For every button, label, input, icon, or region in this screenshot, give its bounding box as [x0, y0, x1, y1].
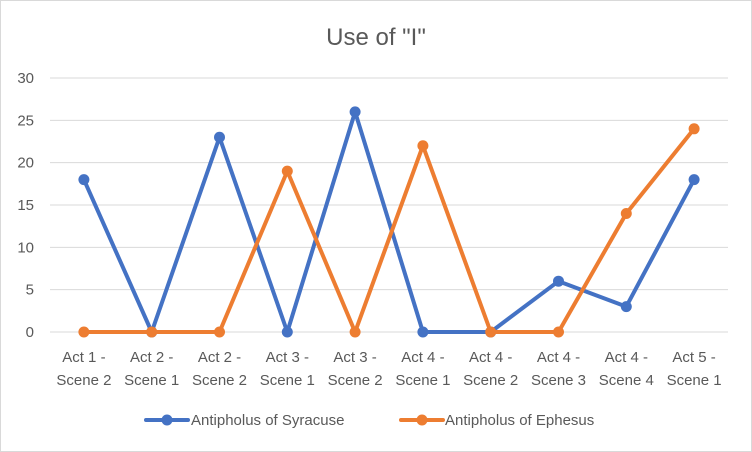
y-tick-label: 25 [17, 112, 34, 129]
data-point [281, 165, 293, 177]
legend-swatch-marker [161, 414, 173, 426]
x-axis-tick-labels: Act 1 -Scene 2 Act 2 -Scene 1 Act 2 -Scene… [56, 349, 721, 389]
y-axis-tick-labels: 0 5 10 15 20 25 30 [17, 70, 34, 341]
series-line [81, 126, 697, 334]
x-tick-label: Act 4 -Scene 2 [463, 349, 518, 389]
data-point [214, 326, 225, 338]
gridlines [50, 77, 728, 333]
data-point [620, 207, 632, 219]
y-tick-label: 15 [17, 197, 34, 214]
data-point [78, 174, 90, 186]
data-point [620, 301, 632, 313]
data-point [281, 326, 293, 338]
data-point [553, 275, 564, 287]
data-point [146, 326, 158, 338]
y-tick-label: 0 [26, 324, 34, 341]
x-tick-label: Act 4 -Scene 3 [531, 349, 586, 389]
legend: Antipholus of Syracuse Antipholus of Ephe… [144, 412, 594, 429]
data-point [78, 326, 90, 338]
series-lines [78, 106, 700, 338]
data-point [417, 326, 429, 338]
x-tick-label: Act 3 -Scene 2 [328, 349, 383, 389]
y-tick-label: 5 [26, 282, 34, 299]
x-tick-label: Act 5 -Scene 1 [667, 349, 722, 389]
y-tick-label: 20 [17, 155, 34, 172]
x-tick-label: Act 4 -Scene 1 [395, 349, 450, 389]
data-point [349, 106, 361, 118]
series-1 [78, 106, 700, 338]
legend-swatch-marker [416, 414, 428, 426]
series-line [81, 109, 697, 334]
data-point [553, 326, 564, 338]
legend-item: Antipholus of Syracuse [144, 412, 344, 429]
series-2 [78, 123, 700, 338]
data-point [214, 131, 225, 143]
x-tick-label: Act 2 -Scene 1 [124, 349, 179, 389]
x-tick-label: Act 3 -Scene 1 [260, 349, 315, 389]
data-point [485, 326, 497, 338]
x-tick-label: Act 2 -Scene 2 [192, 349, 247, 389]
legend-item: Antipholus of Ephesus [399, 412, 594, 429]
data-point [349, 326, 361, 338]
y-tick-label: 10 [17, 239, 34, 256]
data-point [417, 140, 429, 152]
chart-title: Use of "I" [326, 24, 426, 51]
y-tick-label: 30 [17, 70, 34, 87]
legend-label: Antipholus of Syracuse [191, 412, 344, 429]
x-tick-label: Act 4 -Scene 4 [599, 349, 654, 389]
x-tick-label: Act 1 -Scene 2 [56, 349, 111, 389]
legend-label: Antipholus of Ephesus [445, 412, 594, 429]
data-point [688, 174, 700, 186]
data-point [688, 123, 700, 135]
